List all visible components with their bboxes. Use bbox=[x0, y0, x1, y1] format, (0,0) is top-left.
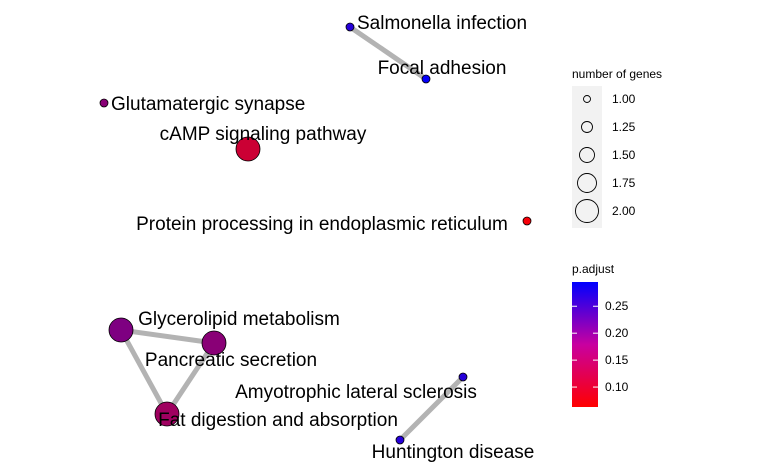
node-label-huntington: Huntington disease bbox=[372, 442, 535, 463]
node-focal bbox=[421, 74, 431, 84]
size-legend: number of genes 1.00 1.25 1.50 1.75 2.00 bbox=[572, 67, 662, 228]
node-label-focal: Focal adhesion bbox=[378, 58, 507, 79]
color-legend-label: 0.10 bbox=[605, 380, 629, 394]
node-huntington bbox=[395, 435, 405, 445]
size-legend-circle bbox=[577, 173, 597, 193]
size-legend-label: 1.75 bbox=[612, 176, 636, 190]
node-pancreatic bbox=[201, 330, 227, 356]
network-edges bbox=[118, 24, 466, 443]
node-label-pancreatic: Pancreatic secretion bbox=[145, 350, 317, 371]
size-legend-label: 1.25 bbox=[612, 120, 636, 134]
color-legend-label: 0.25 bbox=[605, 299, 629, 313]
node-label-glycerolipid: Glycerolipid metabolism bbox=[138, 309, 340, 330]
color-legend-title: p.adjust bbox=[572, 262, 615, 276]
edge-salmonella-focal bbox=[347, 24, 429, 82]
color-legend-bar bbox=[572, 282, 598, 407]
color-legend-label: 0.20 bbox=[605, 326, 629, 340]
network-nodes bbox=[99, 22, 532, 445]
node-glycerolipid bbox=[108, 317, 134, 343]
node-protein bbox=[522, 216, 532, 226]
size-legend-title: number of genes bbox=[572, 67, 662, 81]
size-legend-circle bbox=[579, 147, 595, 163]
color-legend: p.adjust 0.25 0.20 0.15 0.10 bbox=[572, 262, 629, 407]
size-legend-label: 1.50 bbox=[612, 148, 636, 162]
node-label-salmonella: Salmonella infection bbox=[357, 13, 527, 34]
edge-glycerolipid-pancreatic bbox=[118, 327, 217, 346]
size-legend-label: 2.00 bbox=[612, 204, 636, 218]
size-legend-circle bbox=[583, 95, 591, 103]
size-legend-circle bbox=[581, 121, 593, 133]
node-fat bbox=[154, 401, 180, 427]
node-label-als: Amyotrophic lateral sclerosis bbox=[235, 382, 477, 403]
node-camp bbox=[235, 136, 261, 162]
node-label-glutamatergic: Glutamatergic synapse bbox=[111, 94, 305, 115]
node-salmonella bbox=[345, 22, 355, 32]
node-label-fat: Fat digestion and absorption bbox=[158, 410, 398, 431]
color-legend-ticks: 0.25 0.20 0.15 0.10 bbox=[572, 299, 629, 394]
size-legend-label: 1.00 bbox=[612, 92, 636, 106]
size-legend-key-background bbox=[572, 86, 602, 228]
edge-als-huntington bbox=[397, 374, 466, 443]
color-legend-label: 0.15 bbox=[605, 353, 629, 367]
node-label-camp: cAMP signaling pathway bbox=[160, 124, 367, 145]
network-labels: Salmonella infection Focal adhesion Glutam… bbox=[111, 13, 534, 463]
edge-pancreatic-fat bbox=[164, 340, 217, 417]
node-label-protein: Protein processing in endoplasmic reticu… bbox=[136, 214, 508, 235]
node-als bbox=[458, 372, 468, 382]
size-legend-keys: 1.00 1.25 1.50 1.75 2.00 bbox=[575, 92, 636, 223]
edge-glycerolipid-fat bbox=[118, 327, 170, 417]
size-legend-circle bbox=[575, 199, 599, 223]
node-glutamatergic bbox=[99, 98, 109, 108]
